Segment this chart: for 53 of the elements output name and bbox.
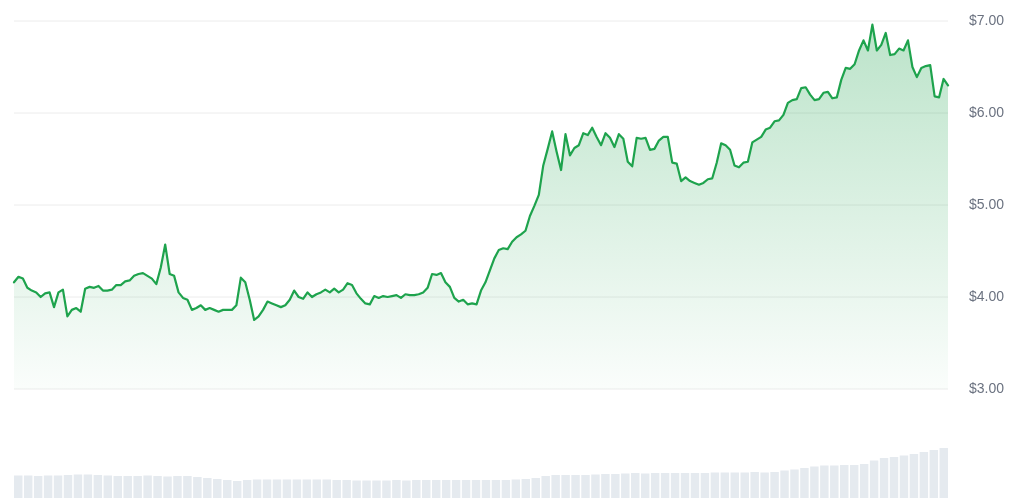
bar — [431, 480, 441, 498]
bar — [869, 460, 879, 498]
bar — [521, 479, 531, 498]
bar — [242, 480, 252, 498]
bar — [451, 480, 461, 498]
bar — [909, 454, 919, 498]
y-tick-label: $4.00 — [968, 287, 1005, 304]
bar — [511, 479, 521, 498]
y-tick-label: $7.00 — [968, 11, 1005, 28]
bar — [63, 475, 73, 498]
bar — [939, 448, 948, 498]
bar — [302, 479, 312, 498]
bar — [929, 450, 939, 498]
bar — [670, 473, 680, 498]
bar — [43, 475, 53, 498]
bar — [690, 473, 700, 498]
bar — [720, 472, 730, 498]
bar — [919, 452, 929, 498]
bar — [481, 480, 491, 498]
bar — [83, 474, 93, 498]
bar — [23, 475, 33, 498]
bar — [14, 475, 23, 498]
bar — [660, 473, 670, 498]
bar — [640, 473, 650, 498]
bar — [103, 475, 113, 498]
bar — [501, 480, 511, 498]
bar — [262, 479, 272, 498]
bar — [889, 457, 899, 498]
bar — [859, 464, 869, 498]
bar — [292, 479, 302, 498]
bar — [252, 479, 262, 498]
bar — [849, 465, 859, 498]
bar — [899, 455, 909, 498]
bar — [282, 479, 292, 498]
bar — [650, 473, 660, 498]
y-tick-label: $6.00 — [968, 103, 1005, 120]
bar — [312, 479, 322, 498]
bar — [33, 476, 43, 498]
bar — [93, 475, 103, 498]
bar — [53, 475, 63, 498]
bar — [710, 472, 720, 498]
bar — [73, 474, 83, 498]
y-tick-label: $5.00 — [968, 195, 1005, 212]
bar — [461, 480, 471, 498]
bar — [879, 458, 889, 498]
bar — [441, 480, 451, 498]
bar — [232, 481, 242, 498]
y-tick-label: $3.00 — [968, 379, 1005, 396]
bar — [700, 473, 710, 498]
bar — [272, 479, 282, 498]
bar — [491, 480, 501, 498]
bar — [471, 480, 481, 498]
bar — [680, 473, 690, 498]
